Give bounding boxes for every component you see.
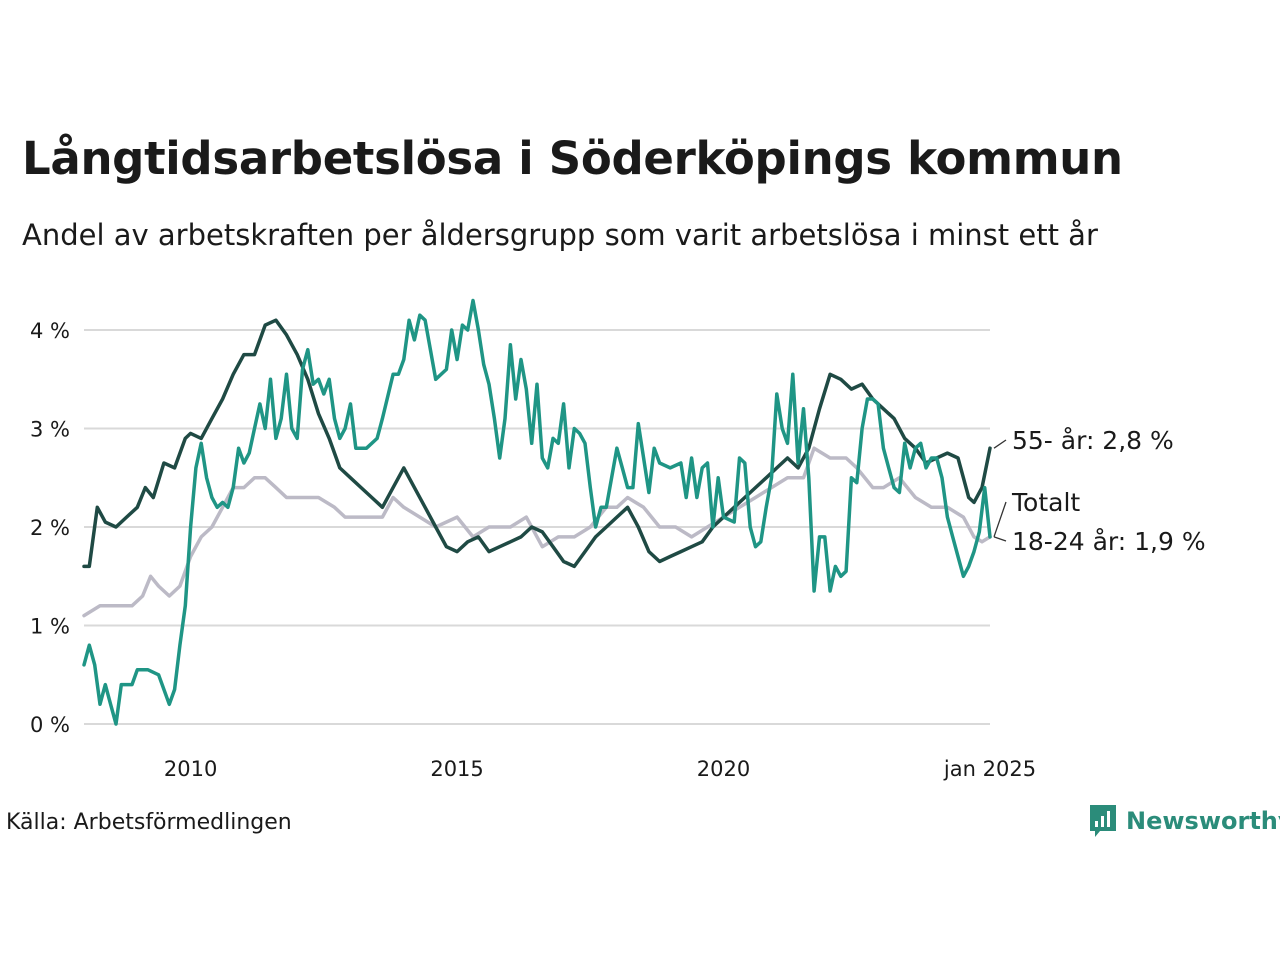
y-tick-label: 3 %	[30, 418, 70, 442]
chart-subtitle: Andel av arbetskraften per åldersgrupp s…	[22, 218, 1098, 252]
end-label-connector	[993, 536, 1007, 542]
end-label-age18_24: 18-24 år: 1,9 %	[1012, 527, 1206, 556]
x-tick-label: jan 2025	[943, 757, 1036, 781]
chart-title: Långtidsarbetslösa i Söderköpings kommun	[22, 132, 1123, 185]
x-tick-label: 2020	[697, 757, 750, 781]
series-line-total	[82, 446, 992, 618]
end-label-total: Totalt	[1011, 488, 1080, 517]
x-axis-ticks: 2010 2015 2020 jan 2025	[164, 757, 1036, 781]
newsworthy-logo-icon	[1090, 805, 1116, 837]
x-tick-label: 2010	[164, 757, 217, 781]
brand-name: Newsworthy	[1126, 807, 1280, 835]
y-tick-label: 4 %	[30, 319, 70, 343]
end-labels: Totalt 55- år: 2,8 % 18-24 år: 1,9 %	[993, 426, 1206, 556]
series-line-age18_24	[82, 298, 992, 726]
brand-logo[interactable]: Newsworthy	[1088, 803, 1280, 839]
end-label-connector	[993, 501, 1007, 538]
series-lines	[82, 298, 992, 726]
y-tick-label: 1 %	[30, 615, 70, 639]
x-tick-label: 2015	[430, 757, 483, 781]
y-tick-label: 2 %	[30, 516, 70, 540]
end-label-age55: 55- år: 2,8 %	[1012, 426, 1174, 455]
series-line-age55	[82, 318, 992, 569]
gridlines	[84, 329, 990, 725]
end-label-connector	[993, 439, 1007, 449]
source-note: Källa: Arbetsförmedlingen	[6, 810, 292, 835]
y-tick-label: 0 %	[30, 713, 70, 737]
y-axis-ticks: 0 % 1 % 2 % 3 % 4 %	[30, 319, 70, 737]
